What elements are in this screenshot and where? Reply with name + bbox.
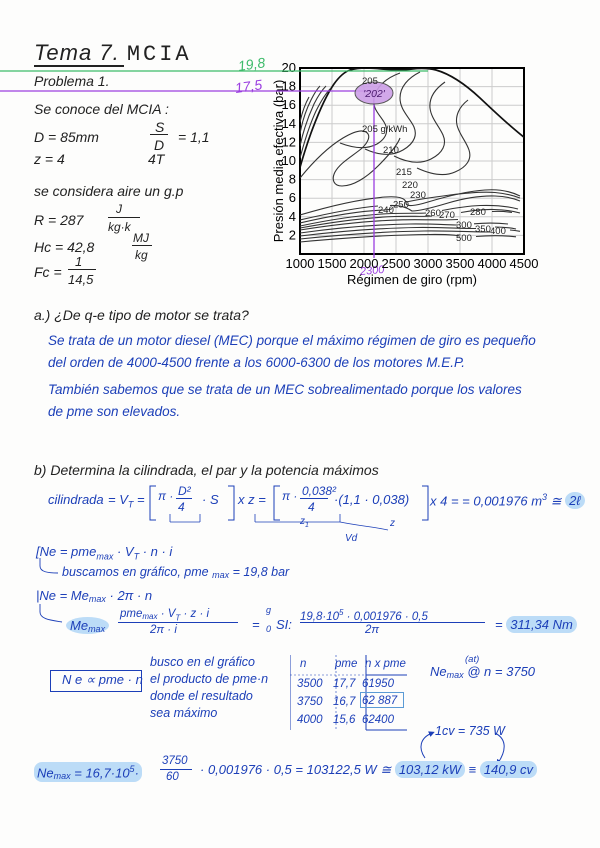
svg-text:205 g/kWh: 205 g/kWh xyxy=(362,124,407,135)
svg-text:400: 400 xyxy=(490,226,506,237)
svg-text:2500: 2500 xyxy=(382,256,411,271)
svg-text:4: 4 xyxy=(289,209,296,224)
svg-text:2: 2 xyxy=(289,227,296,242)
svg-text:1000: 1000 xyxy=(286,256,315,271)
svg-text:2000: 2000 xyxy=(350,256,379,271)
svg-text:3500: 3500 xyxy=(446,256,475,271)
svg-text:1500: 1500 xyxy=(318,256,347,271)
svg-text:205: 205 xyxy=(362,76,378,87)
svg-text:215: 215 xyxy=(396,167,412,178)
svg-text:8: 8 xyxy=(289,172,296,187)
svg-text:270: 270 xyxy=(439,210,455,221)
svg-text:Presión media efectiva (bar): Presión media efectiva (bar) xyxy=(271,80,286,243)
svg-text:6: 6 xyxy=(289,190,296,205)
svg-text:4000: 4000 xyxy=(478,256,507,271)
svg-text:'202': '202' xyxy=(363,88,386,100)
svg-text:4500: 4500 xyxy=(510,256,539,271)
svg-text:230: 230 xyxy=(410,190,426,201)
svg-text:280: 280 xyxy=(470,207,486,218)
svg-text:210: 210 xyxy=(383,145,399,156)
svg-text:3000: 3000 xyxy=(414,256,443,271)
svg-text:240: 240 xyxy=(378,205,394,216)
svg-text:500: 500 xyxy=(456,233,472,244)
svg-text:250: 250 xyxy=(393,200,409,211)
svg-text:Régimen de giro (rpm): Régimen de giro (rpm) xyxy=(347,272,477,287)
svg-text:350: 350 xyxy=(475,224,491,235)
svg-text:20: 20 xyxy=(282,60,296,75)
svg-text:300: 300 xyxy=(456,220,472,231)
